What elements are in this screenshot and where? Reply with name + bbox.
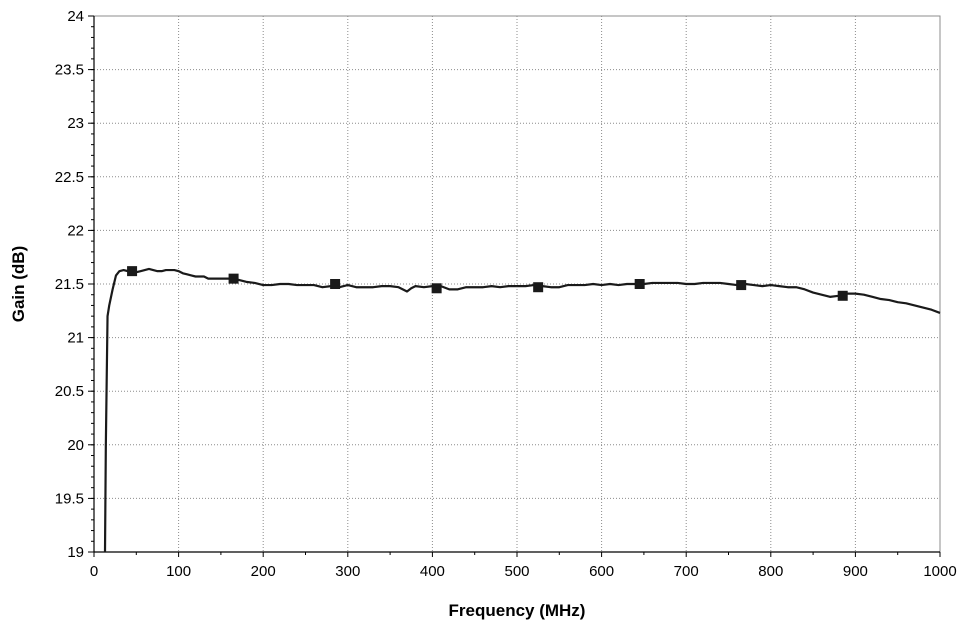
data-point-marker (127, 266, 138, 277)
gain-line (103, 267, 941, 553)
x-tick-label: 800 (758, 563, 783, 580)
x-tick-label: 700 (674, 563, 699, 580)
x-tick-label: 600 (589, 563, 614, 580)
y-axis-title: Gain (dB) (9, 246, 28, 323)
y-tick-label: 20 (67, 437, 84, 454)
data-point-marker (330, 279, 341, 289)
data-point-marker (736, 280, 747, 291)
x-axis-title: Frequency (MHz) (449, 601, 586, 620)
x-tick-label: 500 (504, 563, 529, 580)
y-tick-label: 23.5 (55, 62, 84, 79)
y-tick-label: 23 (67, 115, 84, 132)
y-tick-label: 22.5 (55, 169, 84, 186)
data-markers (127, 266, 848, 301)
x-tick-label: 100 (166, 563, 191, 580)
data-point-marker (634, 279, 645, 289)
y-tick-label: 21 (67, 330, 84, 347)
data-point-marker (837, 290, 848, 301)
data-point-marker (228, 273, 239, 284)
y-tick-label: 19.5 (55, 490, 84, 507)
x-tick-label: 400 (420, 563, 445, 580)
x-tick-label: 300 (335, 563, 360, 580)
data-point-marker (431, 283, 442, 294)
x-tick-label: 900 (843, 563, 868, 580)
y-tick-label: 22 (67, 222, 84, 239)
x-tick-label: 1000 (923, 563, 956, 580)
data-point-marker (533, 282, 544, 293)
y-tick-labels: 19 19.5 20 20.5 21 21.5 22 22.5 23 23.5 24 (55, 8, 84, 561)
x-tick-label: 200 (251, 563, 276, 580)
y-tick-label: 19 (67, 544, 84, 561)
y-tick-label: 20.5 (55, 383, 84, 400)
axes (88, 15, 941, 557)
y-tick-label: 24 (67, 8, 84, 25)
x-tick-label: 0 (90, 563, 98, 580)
grid-lines (94, 16, 940, 552)
x-tick-labels: 0 100 200 300 400 500 600 700 800 900 1000 (90, 563, 957, 580)
y-tick-label: 21.5 (55, 276, 84, 293)
